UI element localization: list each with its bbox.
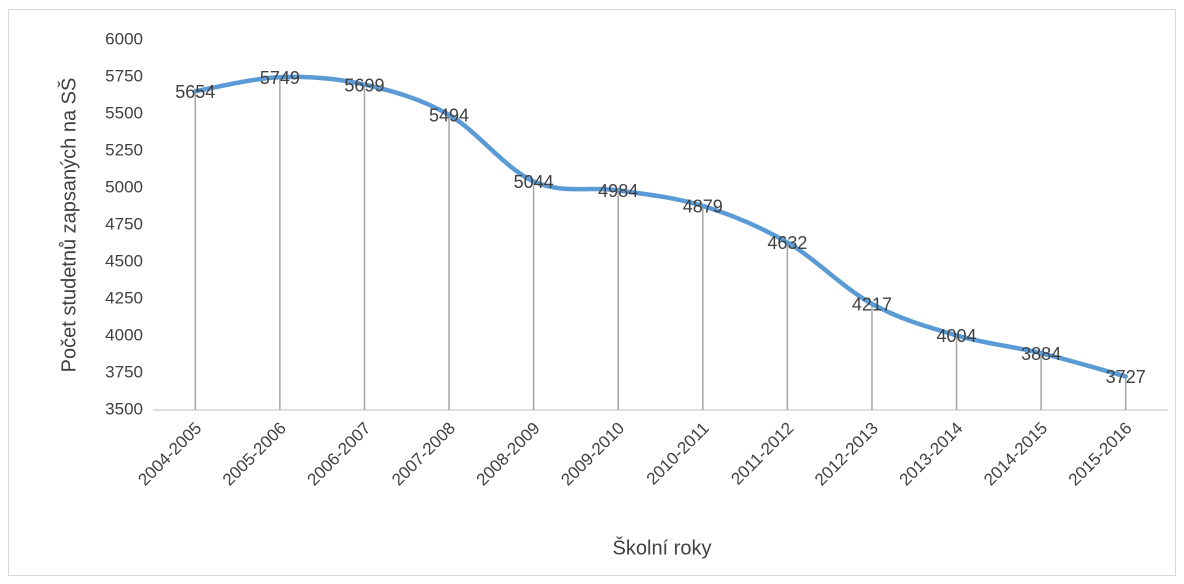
data-label: 5749 <box>260 68 300 88</box>
data-label: 5654 <box>175 82 215 102</box>
y-tick-label: 5250 <box>105 140 143 159</box>
y-tick-label: 4250 <box>105 288 143 307</box>
y-tick-label: 4750 <box>105 214 143 233</box>
y-tick-label: 5750 <box>105 66 143 85</box>
y-tick-label: 5500 <box>105 103 143 122</box>
y-tick-label: 6000 <box>105 29 143 48</box>
y-tick-label: 4500 <box>105 251 143 270</box>
data-label: 5494 <box>429 106 469 126</box>
data-label: 4004 <box>937 326 977 346</box>
data-label: 5699 <box>344 75 384 95</box>
x-axis-title: Školní roky <box>613 536 712 559</box>
y-tick-label: 5000 <box>105 177 143 196</box>
data-label: 3884 <box>1021 344 1061 364</box>
data-label: 4217 <box>852 295 892 315</box>
data-label: 5044 <box>514 172 554 192</box>
data-label: 4984 <box>598 181 638 201</box>
y-tick-label: 3500 <box>105 399 143 418</box>
y-axis-title: Počet studetnů zapsaných na SŠ <box>57 78 80 373</box>
series-line <box>193 74 1128 379</box>
chart-frame <box>8 9 1176 576</box>
y-tick-label: 4000 <box>105 325 143 344</box>
y-tick-label: 3750 <box>105 362 143 381</box>
data-label: 4632 <box>767 233 807 253</box>
data-label: 3727 <box>1106 367 1146 387</box>
data-label: 4879 <box>683 197 723 217</box>
